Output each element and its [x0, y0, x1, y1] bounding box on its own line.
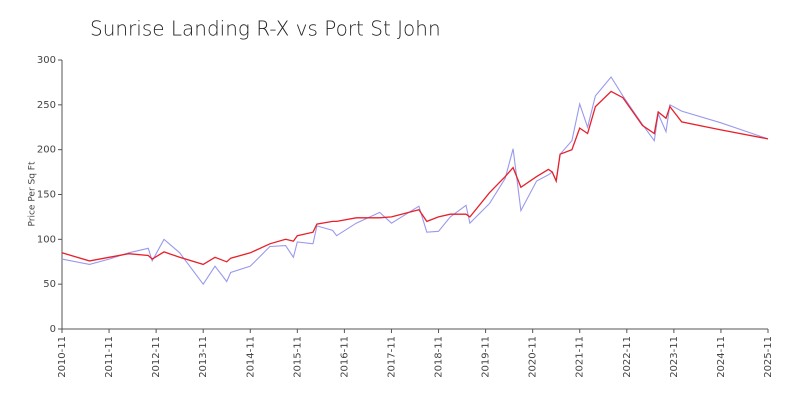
y-tick-label: 0 [50, 324, 56, 335]
y-tick-label: 150 [37, 190, 56, 201]
x-tick-label: 2011-11 [104, 336, 115, 378]
y-axis-label: Price Per Sq Ft [28, 161, 38, 226]
y-tick-label: 100 [37, 234, 56, 245]
x-tick-label: 2016-11 [339, 336, 350, 378]
x-tick-label: 2022-11 [622, 336, 633, 378]
y-tick-label: 50 [43, 279, 56, 290]
x-tick-label: 2012-11 [151, 336, 162, 378]
x-tick-label: 2020-11 [528, 336, 539, 378]
y-tick-label: 250 [37, 100, 56, 111]
x-tick-label: 2010-11 [57, 336, 68, 378]
x-tick-label: 2019-11 [481, 336, 492, 378]
series-line [61, 76, 769, 286]
x-tick-label: 2017-11 [386, 336, 397, 378]
x-tick-label: 2013-11 [198, 336, 209, 378]
x-tick-label: 2018-11 [434, 336, 445, 378]
y-tick-label: 300 [37, 55, 56, 66]
y-tick-label: 200 [37, 145, 56, 156]
series-line [61, 90, 769, 266]
chart-title: Sunrise Landing R-X vs Port St John [90, 17, 441, 41]
x-tick-label: 2023-11 [669, 336, 680, 378]
x-tick-label: 2014-11 [245, 336, 256, 378]
x-tick-label: 2025-11 [763, 336, 774, 378]
x-tick-label: 2021-11 [575, 336, 586, 378]
x-tick-label: 2015-11 [292, 336, 303, 378]
x-tick-label: 2024-11 [716, 336, 727, 378]
